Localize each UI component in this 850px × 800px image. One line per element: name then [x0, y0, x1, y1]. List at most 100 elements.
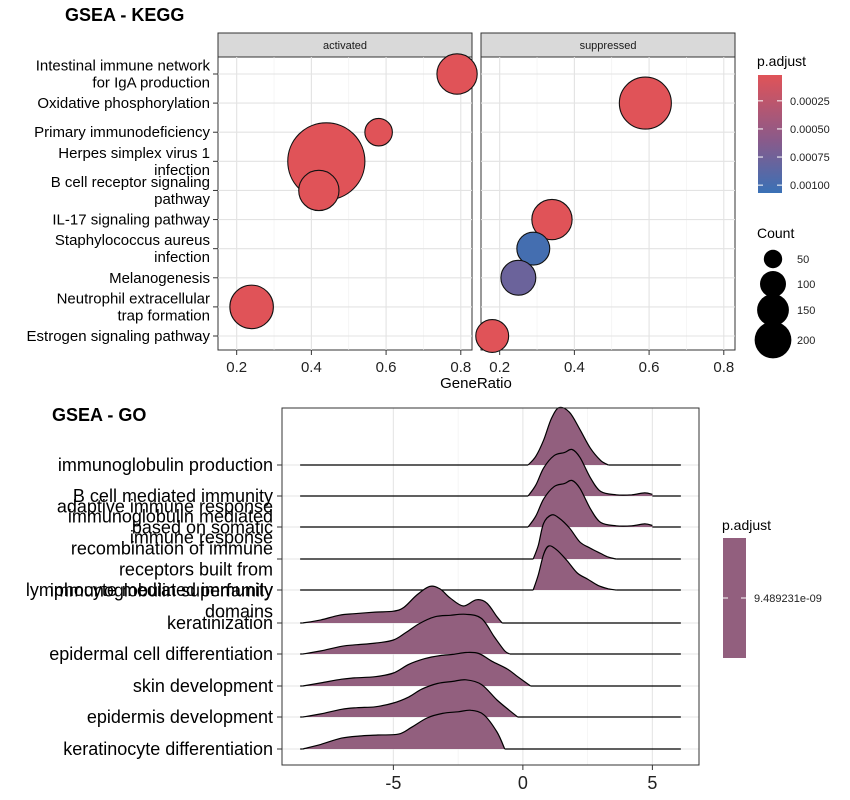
kegg-color-legend: p.adjust 0.00025 0.00050 0.00075 0.00100 [757, 53, 830, 193]
size-legend-key-50 [763, 249, 783, 269]
kegg-y-axis-labels: Intestinal immune network for IgA product… [27, 58, 218, 345]
size-legend-label: 200 [797, 335, 815, 347]
color-legend-label: 0.00075 [790, 152, 830, 164]
size-legend-label: 100 [797, 279, 815, 291]
kegg-color-legend-title: p.adjust [757, 53, 806, 69]
ridge-fill [528, 480, 653, 527]
ridge-outline [302, 613, 511, 655]
go-y-label-adaptive-immune-response-based-on-somatic-recombination-of-immune-receptors-built-from-immunoglobulin-superfamily-domains: adaptive immune response based on somatic… [50, 497, 273, 622]
go-color-legend-ticks: 9.489231e-09 [723, 593, 822, 605]
ridge-immunoglobulin-mediated-immune-response [300, 479, 681, 528]
ridge-fill [302, 614, 510, 654]
ridge-epidermis-development [300, 679, 681, 718]
kegg-x-tick-label: 0.4 [301, 359, 322, 376]
go-color-legend-label: 9.489231e-09 [754, 593, 822, 605]
ridge-lymphocyte-mediated-immunity [300, 545, 681, 591]
ridge-epidermal-cell-differentiation [300, 613, 681, 655]
ridge-fill [302, 679, 518, 717]
ridge-outline [302, 651, 531, 687]
go-x-tick-label: 5 [647, 773, 657, 793]
go-ridges [300, 406, 681, 750]
color-legend-label: 0.00100 [790, 180, 830, 192]
kegg-y-label-il-17-signaling-pathway: IL-17 signaling pathway [52, 212, 210, 229]
go-y-label-lymphocyte-mediated-immunity: lymphocyte mediated immunity [26, 580, 273, 600]
kegg-x-tick-label: 0.2 [489, 359, 510, 376]
point-neutrophil-extracellular-trap-formation [229, 284, 274, 330]
go-y-label-immunoglobulin-mediated-immune-response: immunoglobulin mediated immune response [68, 507, 273, 548]
go-color-legend-title: p.adjust [722, 517, 771, 533]
go-y-label-keratinocyte-differentiation: keratinocyte differentiation [63, 739, 273, 759]
kegg-x-axis-ticks: 0.2 0.4 0.6 0.8 0.2 0.4 0.6 0.8 [226, 350, 734, 376]
ridge-outline [302, 709, 506, 750]
point-estrogen-signaling-pathway [475, 319, 510, 353]
kegg-x-axis-title: GeneRatio [440, 375, 512, 392]
ridge-fill [533, 545, 617, 590]
point-primary-immunodeficiency [364, 117, 393, 147]
point-il-17-signaling-pathway [531, 198, 573, 241]
kegg-size-legend: Count 50 100 150 200 [754, 225, 815, 359]
go-y-label-b-cell-mediated-immunity: B cell mediated immunity [73, 486, 273, 506]
strip-label-activated: activated [323, 40, 367, 52]
kegg-y-label-staphylococcus-aureus-infection: Staphylococcus aureus infection [55, 232, 210, 266]
point-melanogenesis [500, 259, 537, 296]
kegg-y-label-b-cell-receptor-signaling-pathway: B cell receptor signaling pathway [51, 174, 211, 208]
size-legend-key-150 [757, 294, 789, 326]
go-y-label-immunoglobulin-production: immunoglobulin production [58, 455, 273, 475]
kegg-x-tick-label: 0.8 [713, 359, 734, 376]
points-suppressed [475, 76, 672, 353]
kegg-color-legend-ticks: 0.00025 0.00050 0.00075 0.00100 [758, 96, 830, 192]
ridge-keratinocyte-differentiation [300, 709, 681, 750]
kegg-size-legend-title: Count [757, 225, 794, 241]
kegg-y-label-melanogenesis: Melanogenesis [109, 270, 210, 287]
ridge-outline [532, 514, 617, 560]
go-x-tick-label: 0 [518, 773, 528, 793]
go-x-axis-ticks: -5 0 5 [385, 765, 657, 793]
go-title: GSEA - GO [52, 405, 146, 425]
ridge-outline [527, 479, 653, 528]
size-legend-key-100 [760, 271, 786, 297]
kegg-y-label-neutrophil-extracellular-trap-formation: Neutrophil extracellular trap formation [57, 290, 210, 324]
kegg-panel-activated: activated [217, 32, 478, 351]
go-panel-border [281, 407, 700, 766]
grid-suppressed [481, 57, 735, 350]
size-legend-key-200 [754, 321, 792, 359]
ridge-outline [527, 448, 653, 497]
kegg-y-label-intestinal-immune-network-for-iga-production: Intestinal immune network for IgA product… [36, 58, 211, 92]
color-legend-label: 0.00050 [790, 124, 830, 136]
strip-label-suppressed: suppressed [580, 40, 637, 52]
size-legend-label: 150 [797, 305, 815, 317]
go-color-bar [723, 538, 746, 658]
panel-bg-suppressed [480, 56, 736, 351]
kegg-y-label-estrogen-signaling-pathway: Estrogen signaling pathway [27, 328, 211, 345]
kegg-panel-suppressed: suppressed [475, 32, 736, 353]
kegg-color-bar [758, 75, 782, 193]
ridge-fill [302, 652, 531, 686]
go-x-tick-label: -5 [385, 773, 401, 793]
point-intestinal-immune-network-for-iga-production [436, 53, 478, 95]
ridge-fill [302, 586, 503, 623]
kegg-size-legend-keys: 50 100 150 200 [754, 249, 815, 359]
ridge-immunoglobulin-production [300, 406, 681, 466]
kegg-x-tick-label: 0.6 [376, 359, 397, 376]
point-b-cell-receptor-signaling-pathway [298, 169, 340, 212]
kegg-x-tick-label: 0.8 [450, 359, 471, 376]
points-activated [229, 53, 478, 330]
point-oxidative-phosphorylation [618, 76, 672, 130]
kegg-y-label-herpes-simplex-virus-1-infection: Herpes simplex virus 1 infection [58, 145, 210, 179]
go-y-label-keratinization: keratinization [167, 613, 273, 633]
size-legend-label: 50 [797, 254, 809, 266]
ridge-fill [528, 407, 609, 465]
kegg-title: GSEA - KEGG [65, 5, 184, 25]
go-y-axis-labels: immunoglobulin production B cell mediated… [26, 455, 282, 759]
go-y-label-epidermis-development: epidermis development [87, 707, 273, 727]
kegg-y-label-primary-immunodeficiency: Primary immunodeficiency [34, 124, 210, 141]
ridge-outline [302, 679, 519, 718]
color-legend-label: 0.00025 [790, 96, 830, 108]
go-y-label-skin-development: skin development [133, 676, 273, 696]
go-color-legend: p.adjust 9.489231e-09 [722, 517, 822, 658]
ridge-fill [302, 710, 505, 749]
kegg-x-tick-label: 0.4 [564, 359, 585, 376]
point-staphylococcus-aureus-infection [516, 231, 551, 266]
kegg-x-tick-label: 0.6 [639, 359, 660, 376]
